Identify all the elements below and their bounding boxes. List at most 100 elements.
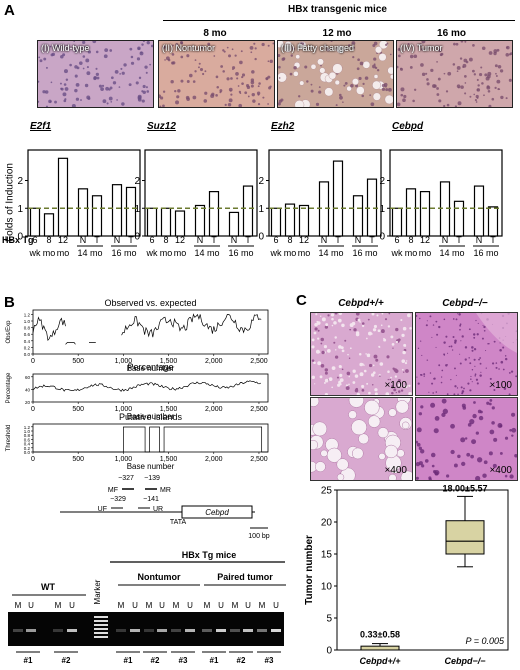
nucleus bbox=[436, 87, 439, 90]
nucleus bbox=[457, 101, 462, 106]
nucleus bbox=[199, 67, 204, 72]
nucleus bbox=[237, 85, 240, 87]
nucleus bbox=[230, 90, 232, 92]
nucleus bbox=[320, 64, 322, 67]
nucleus bbox=[64, 87, 69, 91]
nucleus bbox=[431, 464, 435, 468]
nucleus bbox=[489, 398, 493, 402]
tissue-speck bbox=[311, 338, 315, 342]
bar bbox=[419, 191, 431, 237]
nucleus bbox=[457, 393, 459, 395]
nucleus bbox=[254, 57, 257, 61]
nucleus bbox=[228, 98, 233, 103]
nucleus bbox=[226, 46, 229, 49]
nucleus bbox=[282, 57, 286, 61]
nucleus bbox=[82, 41, 86, 45]
nucleus bbox=[436, 333, 439, 336]
nucleus bbox=[440, 376, 443, 378]
nucleus bbox=[238, 103, 243, 107]
plot-frame bbox=[32, 373, 269, 403]
nucleus bbox=[469, 419, 475, 425]
x-tick-label: mo bbox=[419, 248, 432, 258]
nucleus bbox=[250, 51, 253, 54]
nucleus bbox=[95, 72, 99, 76]
nucleus bbox=[445, 364, 448, 367]
nucleus bbox=[462, 65, 465, 68]
x-tick-label: 0 bbox=[31, 406, 35, 413]
nucleus bbox=[442, 408, 448, 414]
fat-droplet bbox=[358, 433, 369, 445]
nucleus bbox=[84, 83, 89, 88]
fat-vacuole bbox=[372, 92, 381, 101]
nucleus bbox=[489, 386, 491, 388]
lane-label: U bbox=[218, 601, 224, 610]
y-tick-label: 0.6 bbox=[24, 332, 31, 337]
nucleus bbox=[421, 72, 426, 77]
nucleus bbox=[241, 73, 246, 77]
nucleus bbox=[326, 47, 330, 52]
nucleus bbox=[60, 87, 63, 90]
tissue-speck bbox=[373, 354, 378, 359]
y-tick-label: 0 bbox=[258, 232, 264, 243]
nucleus bbox=[510, 370, 514, 373]
nucleus bbox=[171, 61, 175, 65]
y-tick-label: 60 bbox=[25, 375, 31, 380]
primer-uf: UF bbox=[98, 506, 107, 513]
nucleus bbox=[417, 347, 420, 350]
nucleus bbox=[495, 75, 498, 78]
nucleus bbox=[511, 412, 516, 417]
nucleus bbox=[290, 54, 293, 57]
nucleus bbox=[443, 341, 446, 344]
nucleus bbox=[86, 66, 89, 69]
tissue-speck bbox=[387, 370, 390, 373]
age-12mo: 12 mo bbox=[322, 28, 352, 39]
magnification-label: ×400 bbox=[489, 465, 512, 476]
tissue-speck bbox=[402, 350, 406, 355]
gel-image bbox=[8, 612, 284, 646]
nucleus bbox=[430, 402, 436, 408]
lane-label: M bbox=[146, 601, 153, 610]
nucleus bbox=[352, 56, 355, 59]
nucleus bbox=[241, 82, 244, 86]
tissue-speck bbox=[331, 324, 334, 327]
tissue-speck bbox=[363, 369, 367, 373]
nucleus bbox=[473, 348, 477, 351]
nucleus bbox=[486, 401, 490, 405]
lane-label: M bbox=[118, 601, 125, 610]
nucleus bbox=[477, 84, 480, 87]
nucleus bbox=[162, 90, 166, 93]
tissue-speck bbox=[333, 341, 336, 344]
fat-droplet bbox=[395, 400, 409, 414]
nucleus bbox=[454, 341, 457, 344]
nucleus bbox=[429, 315, 432, 318]
tissue-speck bbox=[389, 378, 391, 381]
nucleus bbox=[480, 66, 483, 69]
nucleus bbox=[453, 42, 456, 46]
nucleus bbox=[272, 42, 274, 45]
bar bbox=[194, 204, 206, 237]
nucleus bbox=[435, 320, 438, 323]
nucleus bbox=[496, 79, 501, 84]
x-category-wt: Cebpd+/+ bbox=[359, 656, 401, 666]
nucleus bbox=[441, 398, 447, 404]
x-tick-label: N bbox=[197, 235, 204, 245]
x-group-label: 16 mo bbox=[111, 248, 136, 258]
nucleus bbox=[137, 47, 141, 50]
nucleus bbox=[460, 340, 462, 342]
y-tick-label: 0.4 bbox=[24, 339, 31, 344]
nucleus bbox=[451, 349, 454, 351]
nucleus bbox=[450, 449, 455, 455]
magnification-label: ×400 bbox=[384, 465, 407, 476]
nucleus bbox=[123, 63, 127, 67]
nucleus bbox=[482, 324, 484, 327]
chart-title-e2f1: E2f1 bbox=[30, 121, 52, 132]
fat-vacuole bbox=[332, 63, 343, 74]
nucleus bbox=[471, 349, 474, 352]
nucleus bbox=[50, 53, 54, 57]
tissue-speck bbox=[402, 326, 407, 331]
tissue-speck bbox=[349, 328, 352, 331]
x-tick-label: 8 bbox=[287, 235, 292, 245]
x-tick-label: mo bbox=[57, 248, 70, 258]
nucleus bbox=[330, 41, 333, 43]
y-tick-label: 1 bbox=[17, 204, 23, 215]
